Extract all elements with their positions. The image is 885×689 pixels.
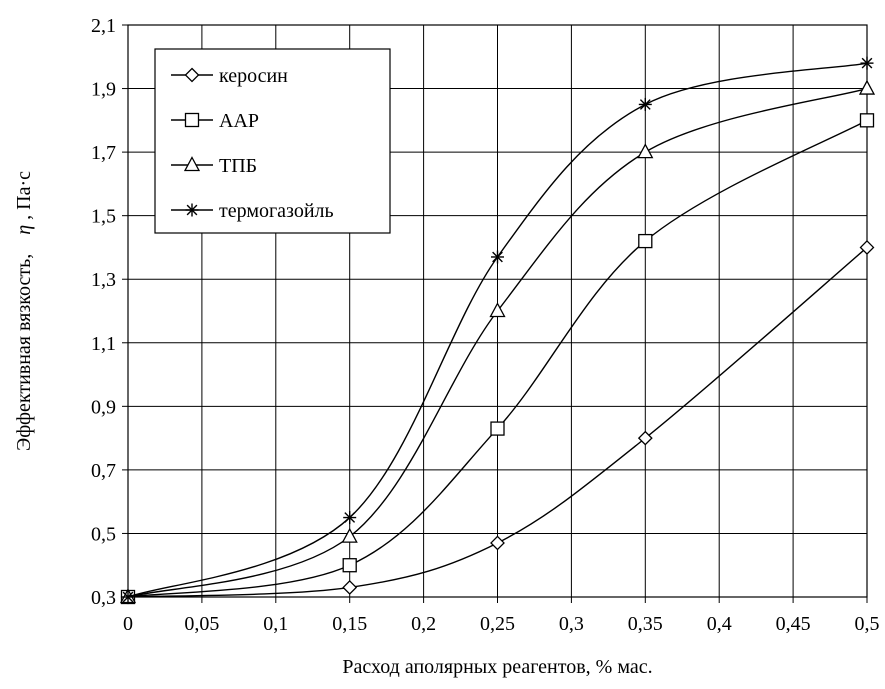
- x-tick-label: 0: [123, 613, 133, 635]
- data-point-square: [342, 558, 357, 573]
- x-tick-label: 0,3: [559, 613, 584, 635]
- data-point-triangle: [637, 143, 654, 159]
- y-tick-label: 1,3: [91, 269, 116, 291]
- series-line: [127, 246, 868, 598]
- y-tick-label: 1,1: [91, 333, 116, 355]
- y-tick-label: 0,9: [91, 396, 116, 418]
- y-axis-ticks: 0,3 0,5 0,7 0,9 1,1 1,3 1,5 1,7 1,9 2,1: [91, 15, 128, 609]
- data-point-triangle: [489, 302, 506, 318]
- data-point-triangle: [341, 527, 358, 543]
- y-tick-label: 0,3: [91, 587, 116, 609]
- y-tick-label: 1,5: [91, 206, 116, 228]
- x-tick-label: 0,35: [628, 613, 663, 635]
- legend-marker-asterisk: [185, 203, 199, 217]
- x-axis-title: Расход аполярных реагентов, % мас.: [342, 656, 652, 678]
- data-point-square: [490, 421, 505, 436]
- series-line: [127, 62, 868, 598]
- y-tick-label: 1,9: [91, 79, 116, 101]
- legend-marker-diamond: [184, 67, 200, 83]
- data-point-diamond: [859, 240, 875, 255]
- y-axis-title-unit: , Па·с: [13, 171, 35, 220]
- x-tick-label: 0,05: [184, 613, 219, 635]
- legend-marker-triangle: [183, 156, 201, 172]
- x-tick-label: 0,5: [855, 613, 880, 635]
- y-axis-title-main: Эффективная вязкость,: [13, 254, 35, 451]
- data-point-diamond: [342, 580, 358, 595]
- data-point-triangle: [858, 79, 876, 95]
- y-tick-label: 2,1: [91, 15, 116, 37]
- x-tick-label: 0,1: [263, 613, 288, 635]
- y-axis-title: Эффективная вязкость, η , Па·с: [13, 171, 35, 451]
- y-tick-label: 1,7: [91, 142, 116, 164]
- legend: керосин ААР ТПБ термогазойль: [154, 48, 391, 234]
- legend-marker-square: [184, 112, 200, 128]
- data-point-asterisk: [343, 511, 357, 525]
- data-point-asterisk: [491, 250, 504, 264]
- data-point-diamond: [490, 535, 505, 551]
- x-tick-label: 0,15: [332, 613, 367, 635]
- data-point-asterisk: [638, 97, 652, 111]
- legend-label: керосин: [219, 65, 288, 87]
- x-axis-ticks: 0 0,05 0,1 0,15 0,2 0,25 0,3 0,35 0,4 0,45 0,5: [123, 597, 880, 635]
- x-tick-label: 0,4: [707, 613, 732, 635]
- x-tick-label: 0,2: [411, 613, 436, 635]
- y-tick-label: 0,7: [91, 460, 116, 482]
- data-point-diamond: [637, 430, 653, 446]
- legend-label: термогазойль: [219, 200, 334, 222]
- x-tick-label: 0,25: [480, 613, 515, 635]
- y-tick-label: 0,5: [91, 523, 116, 545]
- legend-label: ААР: [219, 110, 259, 132]
- x-tick-label: 0,45: [776, 613, 811, 635]
- y-axis-title-symbol: η: [13, 225, 35, 235]
- data-point-square: [859, 113, 875, 128]
- data-point-square: [638, 233, 653, 249]
- legend-label: ТПБ: [219, 155, 257, 177]
- data-point-asterisk: [860, 56, 874, 70]
